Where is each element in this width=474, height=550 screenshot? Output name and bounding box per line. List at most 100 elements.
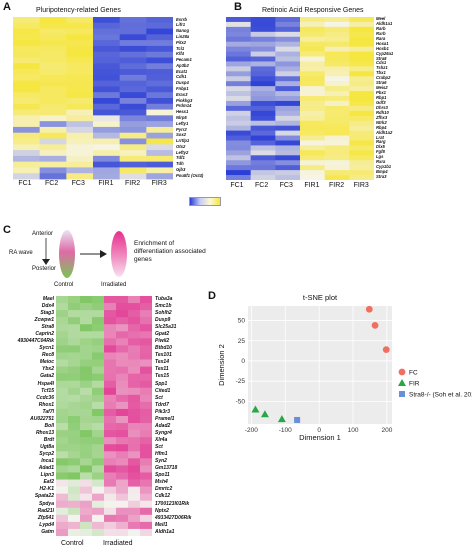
heatmap-cell (128, 493, 141, 502)
heatmap-cell (250, 66, 276, 72)
heatmap-cell (92, 345, 105, 353)
heatmap-cell (324, 51, 350, 57)
control-shape-label: Control (54, 282, 74, 288)
heatmap-cell (104, 430, 117, 438)
heatmap-cell (39, 69, 67, 76)
gene-label: Rdh10 (376, 109, 389, 115)
gene-label: Hoxb1 (376, 45, 389, 51)
heatmap-cell (39, 126, 67, 134)
heatmap-cell (66, 28, 94, 35)
heatmap-cell (66, 144, 94, 151)
heatmap-cell (68, 507, 81, 516)
heatmap-cell (104, 331, 117, 339)
heatmap-cell (93, 51, 121, 58)
heatmap-cell (146, 17, 173, 24)
gene-label: Ccdc36 (36, 394, 54, 401)
heatmap-cell (140, 394, 152, 403)
legend-marker (398, 368, 406, 376)
heatmap-cell (56, 324, 69, 332)
heatmap-cell (93, 109, 121, 116)
heatmap-cell (140, 479, 152, 487)
heatmap-cell (68, 317, 81, 325)
gene-label: Pou5f1 (Oct4) (176, 172, 204, 178)
y-tick-label: 0 (241, 358, 245, 365)
gene-label: Aldh1a2 (376, 129, 393, 135)
heatmap-cell (226, 130, 252, 136)
heatmap-cell (226, 71, 252, 77)
gene-label: Crabp2 (376, 75, 391, 81)
heatmap-cell (119, 138, 147, 145)
gene-label: Lefty2 (176, 149, 189, 155)
heatmap-cell (140, 500, 152, 509)
heatmap-cell (140, 521, 152, 530)
panel-c-col-control: Control (61, 540, 84, 547)
heatmap-cell (128, 528, 141, 536)
heatmap-cell (275, 56, 301, 62)
heatmap-cell (140, 303, 152, 311)
gene-label: Pinkhg3 (176, 97, 193, 103)
data-point (365, 305, 373, 313)
heatmap-cell (324, 61, 350, 67)
heatmap-cell (56, 465, 69, 473)
data-point (277, 415, 286, 423)
heatmap-cell (92, 458, 105, 466)
tsne-scatter-chart: -200 -100 0 100 200 -50 -25 0 25 50 t-SNE plot Dime… (217, 293, 472, 440)
heatmap-cell (80, 451, 93, 459)
heatmap-cell (119, 98, 147, 105)
heatmap-cell (146, 63, 173, 70)
gene-label: Rad21l (37, 507, 54, 514)
gene-label: Spdya (38, 500, 54, 507)
heatmap-cell (104, 472, 117, 480)
heatmap-cell (250, 155, 276, 161)
heatmap-cell (226, 170, 252, 176)
heatmap-cell (349, 91, 374, 97)
gene-label: Meis2 (376, 85, 388, 91)
gene-label: Rxra (376, 159, 386, 165)
heatmap-cell (13, 63, 41, 70)
gene-label: Pitx2 (176, 39, 187, 45)
heatmap-cell (128, 458, 141, 466)
heatmap-cell (68, 408, 81, 417)
heatmap-cell (68, 401, 81, 410)
heatmap-cell (93, 17, 121, 24)
heatmap-cell (119, 74, 147, 82)
heatmap-cell (80, 303, 93, 311)
heatmap-cell (275, 130, 301, 136)
heatmap-cell (92, 359, 105, 367)
heatmap-cell (66, 86, 94, 93)
gene-label: Meel (376, 16, 386, 21)
gene-label: Tcl1 (176, 45, 185, 51)
heatmap-cell (300, 110, 326, 117)
heatmap-cell (93, 173, 121, 180)
heatmap-cell (13, 126, 41, 134)
heatmap-cell (92, 423, 105, 431)
heatmap-cell (116, 345, 129, 353)
heatmap-cell (104, 514, 117, 523)
data-point (260, 410, 269, 418)
heatmap-cell (324, 170, 350, 176)
heatmap-cell (349, 71, 374, 77)
heatmap-cell (39, 22, 67, 29)
heatmap-cell (275, 165, 301, 171)
heatmap-cell (104, 317, 117, 325)
heatmap-cell (116, 408, 129, 417)
heatmap-cell (140, 331, 152, 339)
gene-label: Lrrtlp1 (176, 138, 190, 144)
heatmap-cell (349, 36, 374, 43)
gene-label: Aldh1a1 (376, 20, 393, 26)
heatmap-cell (324, 160, 350, 166)
heatmap-cell (104, 528, 117, 536)
heatmap-cell (13, 155, 41, 163)
heatmap-cell (349, 26, 374, 33)
heatmap-cell (104, 451, 117, 459)
heatmap-cell (104, 387, 117, 396)
gene-label: Xlr4a (155, 436, 168, 443)
gene-label: Lgs (376, 154, 384, 160)
heatmap-cell (349, 31, 374, 38)
heatmap-cell (146, 121, 173, 128)
heatmap-cell (116, 331, 129, 339)
heatmap-cell (13, 51, 41, 58)
y-tick-label: 50 (238, 318, 246, 325)
heatmap-cell (104, 324, 117, 332)
heatmap-cell (128, 324, 141, 332)
